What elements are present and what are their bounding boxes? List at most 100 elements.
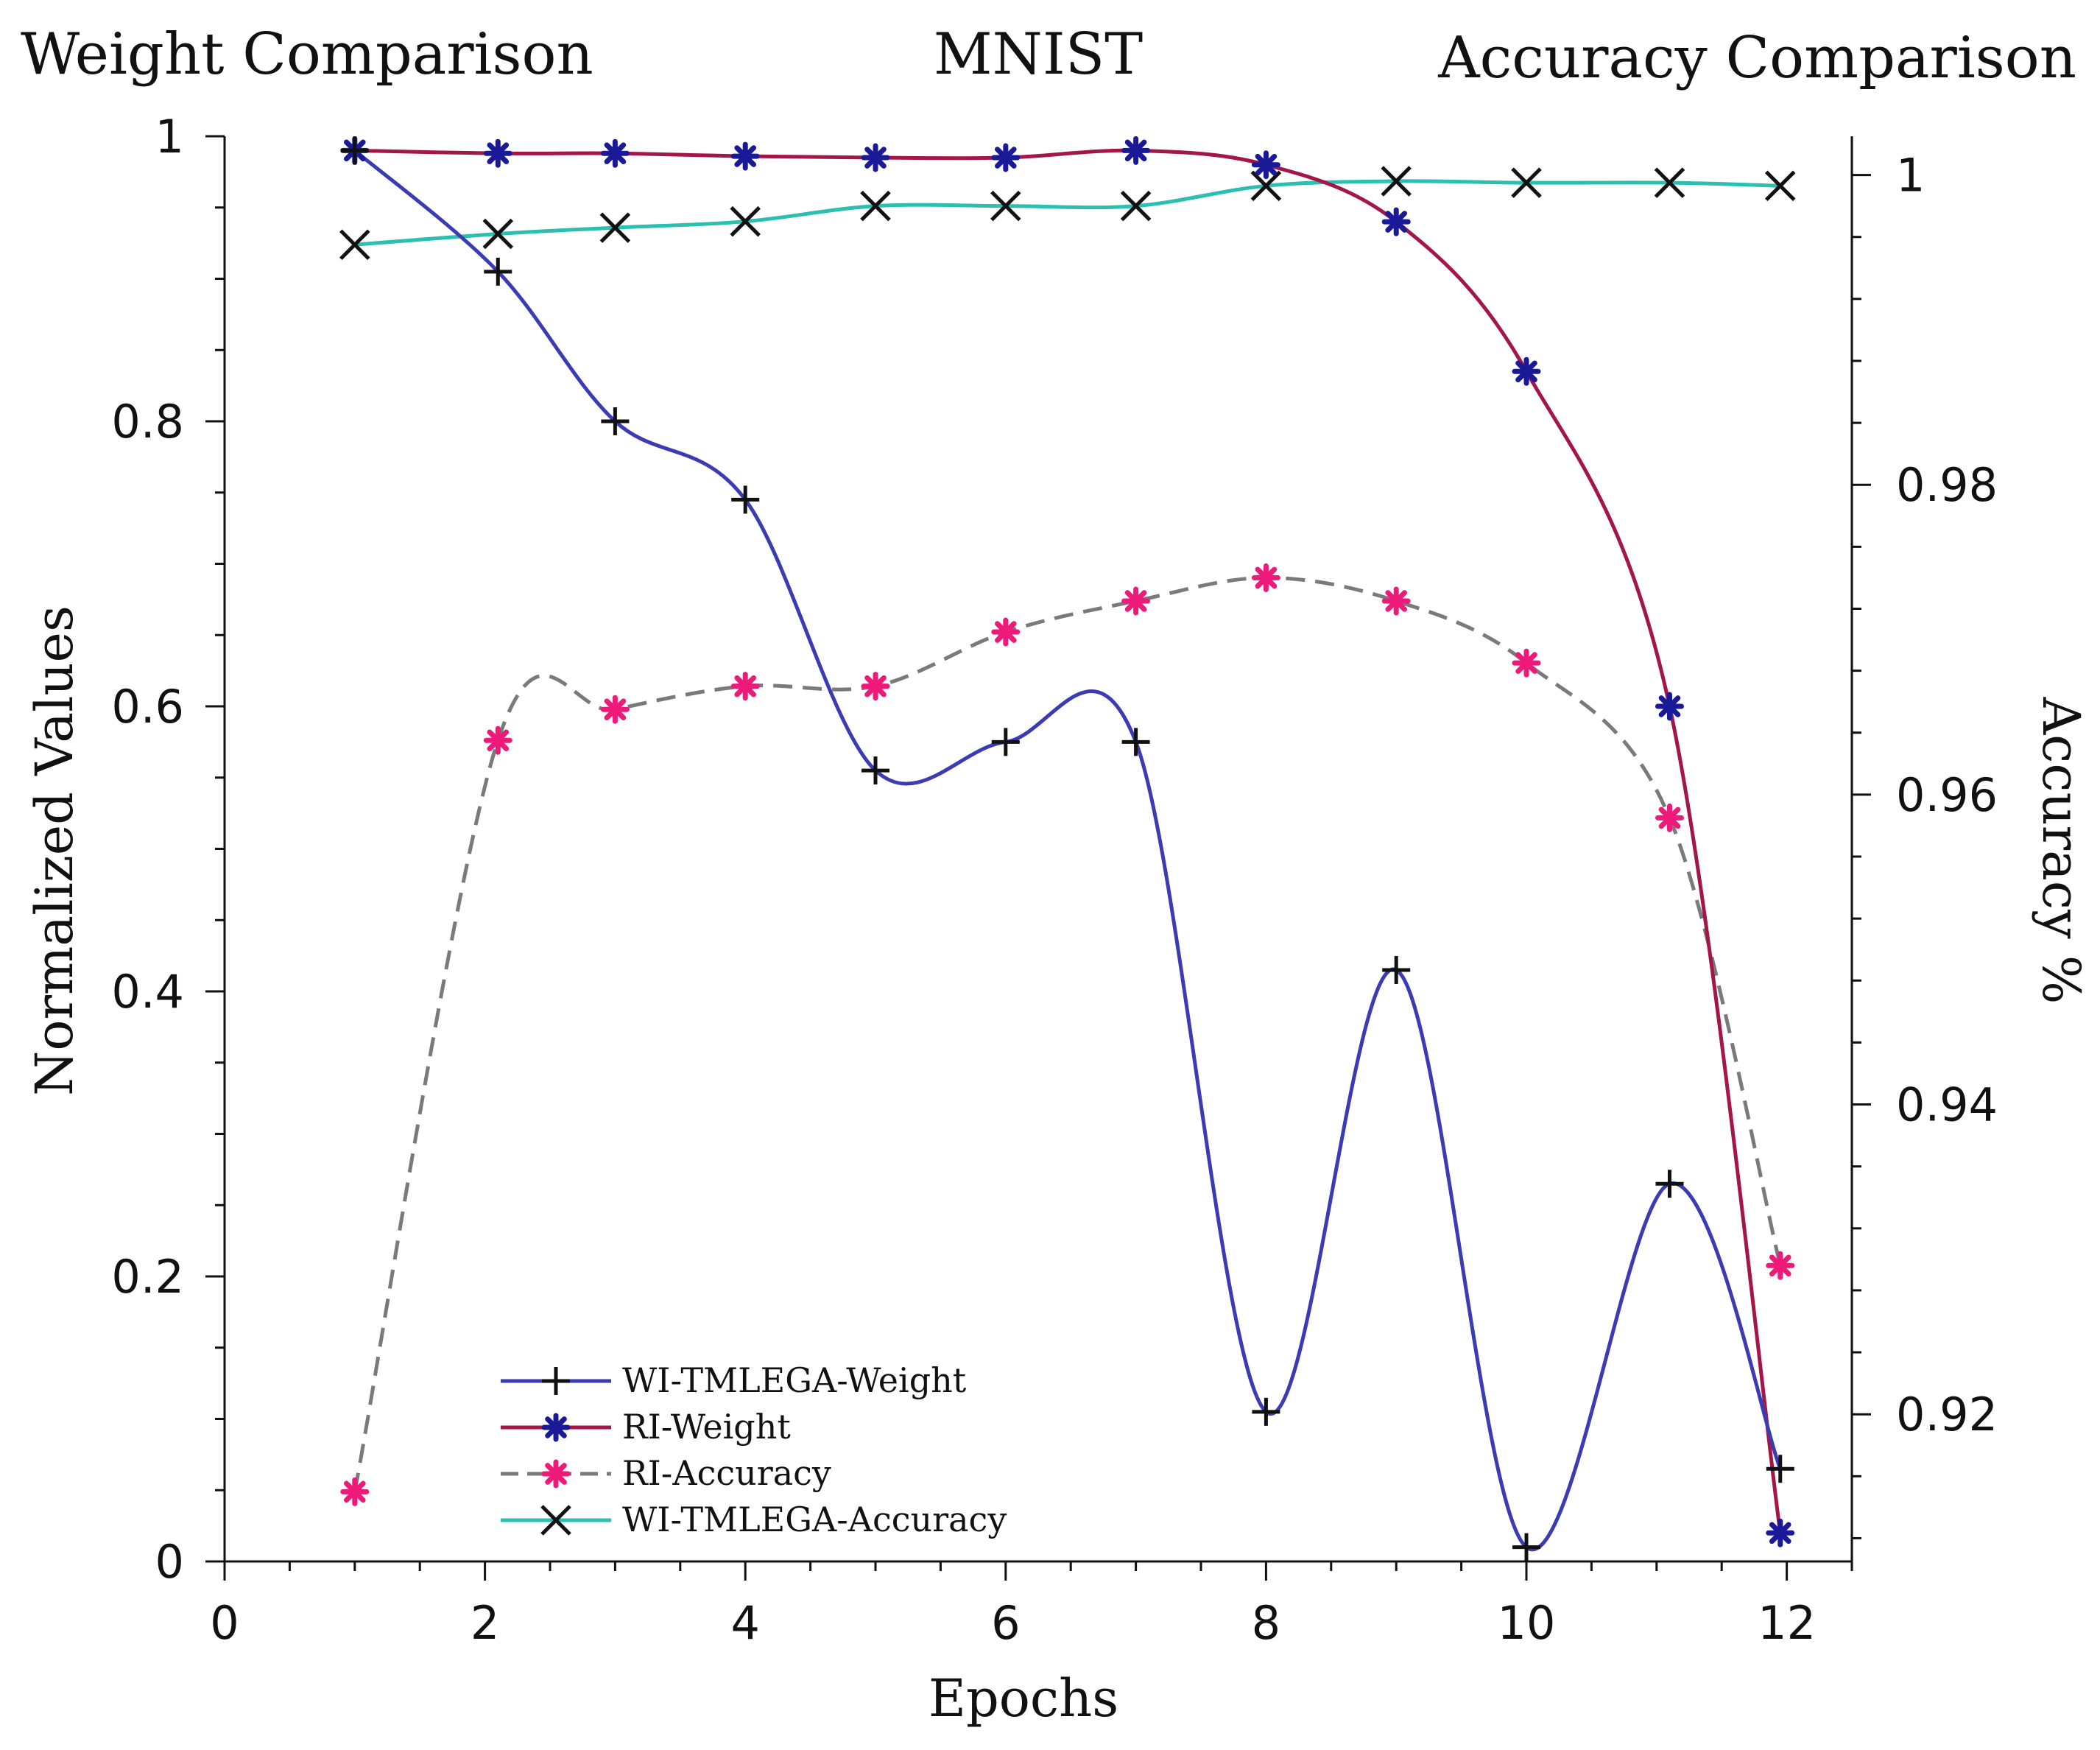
data-point-ri-weight [1121,136,1151,165]
data-point-wi-tmlega-accuracy-d2 [860,190,891,222]
x-tick-label: 0 [210,1596,239,1650]
data-point-wi-tmlega-accuracy [990,190,1021,222]
legend-item: WI-TMLEGA-Accuracy [501,1500,1007,1539]
legend-marker [542,1367,570,1395]
data-point-wi-tmlega-accuracy-d2 [990,190,1021,222]
series-line-wi-tmlega-accuracy [354,179,1780,247]
data-point-ri-accuracy-arm [1124,590,1147,612]
data-point-wi-tmlega-accuracy [1654,167,1685,198]
data-point-ri-accuracy [1251,563,1280,592]
data-point-wi-tmlega-accuracy-d2 [1511,167,1542,198]
data-point-wi-tmlega-weight [1252,1397,1280,1426]
data-point-wi-tmlega-accuracy-d2 [482,218,514,250]
data-point-ri-weight [1381,207,1411,236]
y-tick-label: 0.6 [111,680,184,734]
data-point-ri-weight [1512,356,1541,386]
data-point-ri-accuracy-arm [994,621,1017,643]
legend-label: RI-Accuracy [622,1453,831,1493]
legend-marker-arm [545,1463,567,1485]
data-point-wi-tmlega-accuracy-d2 [339,229,370,260]
data-point-ri-weight-arm [994,147,1017,169]
data-point-wi-tmlega-weight [1382,955,1411,984]
x-tick-label: 10 [1498,1596,1556,1650]
data-point-wi-tmlega-accuracy [860,190,891,222]
data-point-wi-tmlega-accuracy [1764,170,1796,202]
data-point-ri-weight-arm [1658,695,1681,717]
data-point-ri-weight [991,143,1021,172]
data-point-wi-tmlega-accuracy [482,218,514,250]
data-point-ri-weight-arm [1769,1522,1791,1545]
data-point-ri-accuracy [1381,586,1411,616]
x-tick-label: 2 [471,1596,499,1650]
data-point-wi-tmlega-accuracy-d2 [599,212,631,243]
data-point-ri-weight-arm [1124,139,1147,162]
data-point-wi-tmlega-accuracy-d2 [1250,170,1282,202]
series-line-ri-accuracy [353,575,1783,1492]
legend-label: WI-TMLEGA-Weight [622,1360,967,1400]
data-point-ri-weight-arm [734,145,757,167]
data-point-wi-tmlega-accuracy [599,212,631,243]
data-point-wi-tmlega-accuracy [339,229,370,260]
data-point-wi-tmlega-weight [1766,1455,1794,1483]
legend-marker [540,1505,571,1536]
y-axis-title: Normalized Values [24,605,85,1096]
marker-layer [339,136,1796,1561]
data-point-ri-weight-arm [1515,360,1537,383]
y-tick-label: 1 [155,110,184,164]
data-point-ri-accuracy-arm [487,729,510,752]
data-point-ri-weight-arm [1255,153,1278,176]
data-point-ri-accuracy-arm [734,675,757,697]
data-point-ri-accuracy [1655,803,1684,832]
data-point-wi-tmlega-weight [1512,1533,1540,1561]
data-point-wi-tmlega-weight [1121,728,1150,756]
data-point-ri-accuracy [483,725,512,755]
y2-tick-label: 1 [1896,149,1925,203]
right-title: Accuracy Comparison [1437,25,2076,91]
x-axis-title: Epochs [929,1668,1118,1729]
data-point-wi-tmlega-accuracy-d2 [1120,190,1152,222]
legend-marker-arm [545,1416,567,1438]
data-point-ri-accuracy [340,1477,370,1506]
data-point-wi-tmlega-accuracy-d2 [1654,167,1685,198]
data-point-ri-accuracy-arm [864,675,887,697]
data-point-ri-accuracy-arm [343,1480,366,1503]
legend-item: RI-Weight [501,1407,791,1447]
data-point-wi-tmlega-accuracy [1381,166,1412,197]
data-point-ri-accuracy [1512,648,1541,678]
data-point-wi-tmlega-weight [484,257,512,286]
data-point-wi-tmlega-accuracy-d2 [730,205,761,237]
chart-title: MNIST [934,21,1143,88]
data-point-ri-accuracy [861,672,890,701]
data-point-wi-tmlega-weight [340,136,369,165]
data-point-ri-accuracy [600,695,630,724]
data-point-ri-weight [1251,150,1280,180]
data-point-wi-tmlega-accuracy [730,205,761,237]
data-point-wi-tmlega-weight [1655,1170,1684,1198]
y-tick-label: 0.2 [111,1250,184,1304]
legend-marker [541,1459,571,1489]
data-point-ri-accuracy-arm [1658,807,1681,829]
y2-axis-title: Accuracy % [2031,697,2091,1005]
data-point-ri-weight-arm [1385,211,1408,233]
legend-item: RI-Accuracy [501,1453,831,1493]
data-point-ri-accuracy-arm [604,698,627,721]
y2-tick-label: 0.98 [1896,458,1998,512]
data-point-ri-accuracy-arm [1385,590,1408,612]
data-point-ri-weight [1766,1518,1795,1547]
y-tick-label: 0.4 [111,965,184,1019]
x-tick-label: 8 [1252,1596,1280,1650]
data-point-ri-weight [730,141,760,171]
legend: WI-TMLEGA-Weight RI-Weight RI-Accuracy WI-T… [501,1360,1007,1539]
series-line-ri-weight [354,148,1783,1533]
y-tick-label: 0 [155,1535,184,1589]
series-layer [353,148,1783,1552]
legend-marker [541,1413,571,1442]
data-point-wi-tmlega-accuracy [1250,170,1282,202]
data-point-wi-tmlega-accuracy [1511,167,1542,198]
y-tick-label: 0.8 [111,395,184,449]
data-point-ri-accuracy-arm [1515,652,1537,674]
data-point-ri-accuracy [1121,586,1151,616]
data-point-ri-weight [1655,692,1684,721]
data-point-wi-tmlega-weight [862,756,889,785]
